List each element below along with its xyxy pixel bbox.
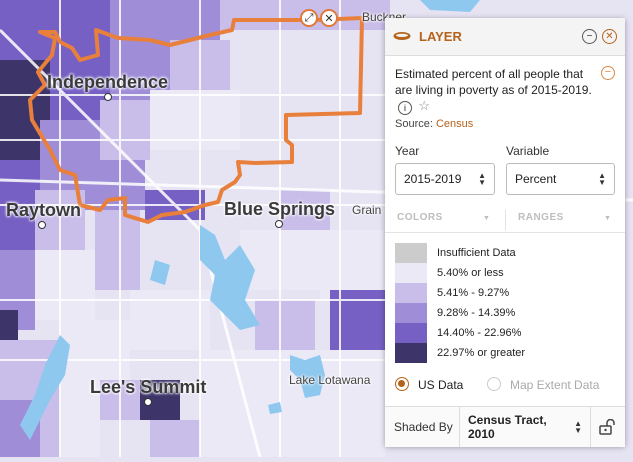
legend-label: Insufficient Data	[437, 247, 516, 259]
star-icon[interactable]: ☆	[418, 98, 430, 113]
legend-swatch	[395, 263, 427, 283]
legend-item: 9.28% - 14.39%	[395, 303, 525, 323]
selected-area-boundary	[28, 16, 364, 224]
legend-tabs: COLORS ▼ RANGES ▼	[385, 208, 625, 233]
year-value: 2015-2019	[404, 172, 462, 186]
shaded-by-label: Shaded By	[394, 420, 453, 434]
legend-label: 5.41% - 9.27%	[437, 287, 510, 299]
description-collapse-button[interactable]: −	[601, 66, 615, 80]
description-text: Estimated percent of all people that are…	[395, 67, 592, 97]
legend-label: 5.40% or less	[437, 267, 504, 279]
legend-swatch	[395, 243, 427, 263]
legend-label: 22.97% or greater	[437, 347, 526, 359]
legend-item: 5.40% or less	[395, 263, 525, 283]
legend-item: 14.40% - 22.96%	[395, 323, 525, 343]
map-extent-label[interactable]: Map Extent Data	[510, 378, 600, 392]
select-arrows-icon: ▲ ▼	[478, 171, 486, 187]
blue-springs-marker	[275, 220, 283, 228]
water-bodies	[20, 0, 480, 440]
legend-swatch	[395, 343, 427, 363]
close-circle-icon[interactable]: ✕	[602, 29, 617, 44]
legend-swatch	[395, 283, 427, 303]
variable-value: Percent	[515, 172, 557, 186]
select-arrows-icon: ▲ ▼	[574, 419, 582, 435]
source-label: Source:	[395, 118, 433, 130]
map-expand-button[interactable]: ⤢	[300, 9, 318, 27]
layer-stack-icon	[393, 28, 411, 46]
lees-summit-marker	[144, 398, 152, 406]
shaded-by-select[interactable]: Census Tract, 2010 ▲ ▼	[459, 407, 591, 447]
legend-item: Insufficient Data	[395, 243, 525, 263]
legend-item: 22.97% or greater	[395, 343, 525, 363]
tab-divider	[505, 210, 506, 230]
legend-swatch	[395, 323, 427, 343]
layer-description: Estimated percent of all people that are…	[395, 66, 595, 115]
legend-label: 14.40% - 22.96%	[437, 327, 522, 339]
chevron-down-icon: ▼	[604, 215, 611, 222]
map-close-button[interactable]: ✕	[320, 9, 338, 27]
legend: Insufficient Data 5.40% or less 5.41% - …	[395, 243, 525, 363]
chevron-down-icon: ▼	[483, 215, 490, 222]
year-select[interactable]: 2015-2019 ▲ ▼	[395, 163, 495, 195]
independence-marker	[104, 93, 112, 101]
map-label-independence: Independence	[47, 72, 169, 92]
layer-panel: LAYER − ✕ Estimated percent of all peopl…	[385, 18, 625, 447]
data-scope-radios: US Data Map Extent Data	[385, 377, 625, 393]
map-label-lake-lotawana: Lake Lotawana	[289, 373, 371, 387]
year-label: Year	[395, 144, 420, 158]
map-label-blue-springs: Blue Springs	[224, 199, 336, 219]
map-label-raytown: Raytown	[6, 200, 82, 220]
tab-ranges[interactable]: RANGES	[518, 212, 564, 223]
unlock-icon[interactable]	[599, 418, 617, 440]
map-label-grain: Grain	[352, 203, 382, 217]
panel-title: LAYER	[419, 29, 462, 44]
minus-circle-icon[interactable]: −	[582, 29, 597, 44]
panel-footer: Shaded By Census Tract, 2010 ▲ ▼	[385, 406, 625, 447]
legend-item: 5.41% - 9.27%	[395, 283, 525, 303]
raytown-marker	[38, 221, 46, 229]
info-icon[interactable]: i	[398, 101, 412, 115]
legend-swatch	[395, 303, 427, 323]
us-data-radio[interactable]	[395, 377, 409, 391]
map-label-lees-summit: Lee's Summit	[90, 377, 207, 397]
shaded-by-value: Census Tract, 2010	[468, 413, 547, 441]
legend-label: 9.28% - 14.39%	[437, 307, 516, 319]
source-link[interactable]: Census	[435, 118, 474, 130]
select-arrows-icon: ▲ ▼	[598, 171, 606, 187]
panel-header: LAYER − ✕	[385, 18, 625, 56]
us-data-label[interactable]: US Data	[418, 378, 464, 392]
map-extent-radio[interactable]	[487, 377, 501, 391]
variable-label: Variable	[506, 144, 550, 158]
tab-colors[interactable]: COLORS	[397, 212, 443, 223]
source-line: Source: Census	[395, 118, 473, 130]
variable-select[interactable]: Percent ▲ ▼	[506, 163, 615, 195]
